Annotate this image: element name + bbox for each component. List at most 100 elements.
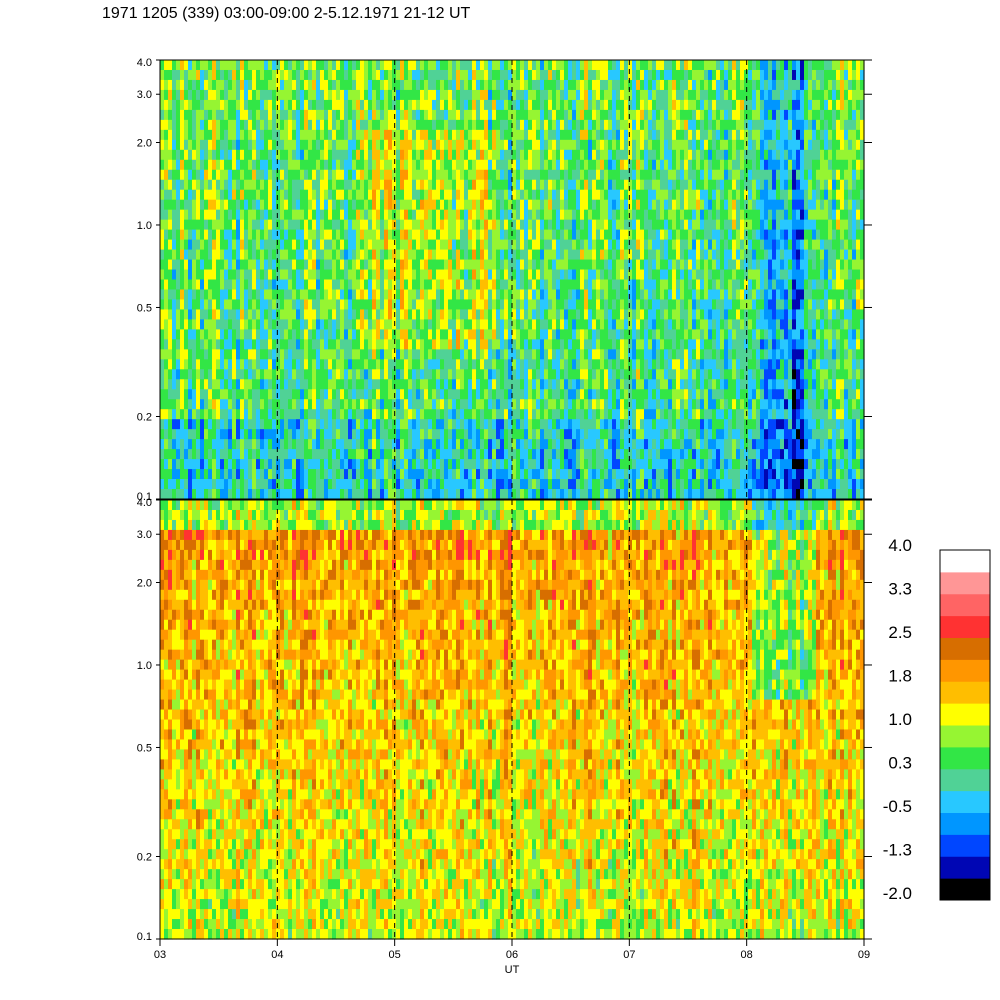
heatmap-cell — [344, 219, 349, 231]
heatmap-cell — [436, 60, 441, 71]
heatmap-cell — [480, 149, 485, 161]
heatmap-cell — [484, 119, 489, 131]
heatmap-cell — [516, 149, 521, 161]
heatmap-cell — [252, 399, 257, 410]
heatmap-cell — [544, 269, 549, 281]
heatmap-cell — [168, 309, 173, 321]
heatmap-cell — [380, 459, 385, 470]
heatmap-cell — [160, 89, 165, 101]
heatmap-cell — [488, 309, 493, 321]
heatmap-cell — [376, 209, 381, 221]
heatmap-cell — [240, 199, 245, 211]
heatmap-cell — [560, 139, 565, 151]
heatmap-cell — [480, 339, 485, 350]
heatmap-cell — [172, 469, 177, 480]
heatmap-cell — [592, 299, 597, 311]
heatmap-cell — [484, 99, 489, 111]
heatmap-cell — [412, 169, 417, 181]
heatmap-cell — [488, 379, 493, 390]
heatmap-cell — [552, 199, 557, 211]
heatmap-cell — [360, 60, 365, 71]
heatmap-cell — [244, 299, 249, 311]
heatmap-cell — [588, 199, 593, 211]
heatmap-cell — [480, 69, 485, 81]
heatmap-cell — [164, 99, 169, 111]
heatmap-cell — [212, 89, 217, 101]
heatmap-cell — [364, 369, 369, 380]
heatmap-cell — [368, 399, 373, 410]
heatmap-cell — [252, 109, 257, 121]
heatmap-cell — [552, 139, 557, 151]
heatmap-cell — [444, 219, 449, 231]
heatmap-cell — [348, 219, 353, 231]
heatmap-cell — [504, 60, 509, 71]
heatmap-cell — [544, 409, 549, 420]
heatmap-cell — [512, 439, 517, 450]
heatmap-cell — [264, 299, 269, 311]
heatmap-cell — [368, 379, 373, 390]
heatmap-cell — [304, 429, 309, 440]
heatmap-cell — [260, 89, 265, 101]
heatmap-cell — [248, 409, 253, 420]
heatmap-cell — [300, 109, 305, 121]
heatmap-cell — [356, 219, 361, 231]
heatmap-cell — [556, 159, 561, 171]
heatmap-cell — [336, 249, 341, 261]
heatmap-cell — [280, 339, 285, 350]
heatmap-cell — [216, 189, 221, 201]
heatmap-cell — [300, 339, 305, 350]
heatmap-cell — [576, 379, 581, 390]
heatmap-cell — [420, 129, 425, 141]
heatmap-cell — [444, 229, 449, 241]
heatmap-cell — [184, 349, 189, 360]
heatmap-cell — [184, 269, 189, 281]
heatmap-cell — [320, 319, 325, 330]
heatmap-cell — [536, 429, 541, 440]
heatmap-cell — [388, 329, 393, 340]
heatmap-cell — [288, 229, 293, 241]
heatmap-cell — [284, 339, 289, 350]
heatmap-cell — [260, 60, 265, 71]
heatmap-cell — [308, 269, 313, 281]
heatmap-cell — [456, 229, 461, 241]
heatmap-cell — [540, 359, 545, 370]
heatmap-cell — [224, 279, 229, 291]
heatmap-cell — [240, 419, 245, 430]
heatmap-cell — [200, 459, 205, 470]
heatmap-cell — [488, 399, 493, 410]
heatmap-cell — [376, 69, 381, 81]
heatmap-cell — [476, 159, 481, 171]
heatmap-cell — [452, 139, 457, 151]
heatmap-cell — [568, 449, 573, 460]
heatmap-cell — [200, 119, 205, 131]
heatmap-cell — [580, 60, 585, 71]
heatmap-cell — [252, 159, 257, 171]
heatmap-cell — [240, 459, 245, 470]
heatmap-cell — [432, 489, 437, 500]
heatmap-cell — [452, 199, 457, 211]
heatmap-cell — [580, 199, 585, 211]
heatmap-cell — [368, 119, 373, 131]
heatmap-cell — [604, 379, 609, 390]
heatmap-cell — [212, 299, 217, 311]
heatmap-cell — [256, 399, 261, 410]
heatmap-cell — [388, 189, 393, 201]
heatmap-cell — [280, 60, 285, 71]
heatmap-cell — [412, 419, 417, 430]
heatmap-cell — [500, 459, 505, 470]
heatmap-cell — [516, 379, 521, 390]
heatmap-cell — [424, 179, 429, 191]
heatmap-cell — [160, 289, 165, 301]
heatmap-cell — [608, 139, 613, 151]
heatmap-cell — [208, 279, 213, 291]
heatmap-cell — [336, 179, 341, 191]
heatmap-cell — [516, 199, 521, 211]
heatmap-cell — [228, 349, 233, 360]
heatmap-cell — [540, 459, 545, 470]
heatmap-cell — [568, 429, 573, 440]
heatmap-cell — [568, 179, 573, 191]
heatmap-cell — [552, 169, 557, 181]
heatmap-cell — [492, 149, 497, 161]
heatmap-cell — [344, 429, 349, 440]
heatmap-cell — [420, 409, 425, 420]
